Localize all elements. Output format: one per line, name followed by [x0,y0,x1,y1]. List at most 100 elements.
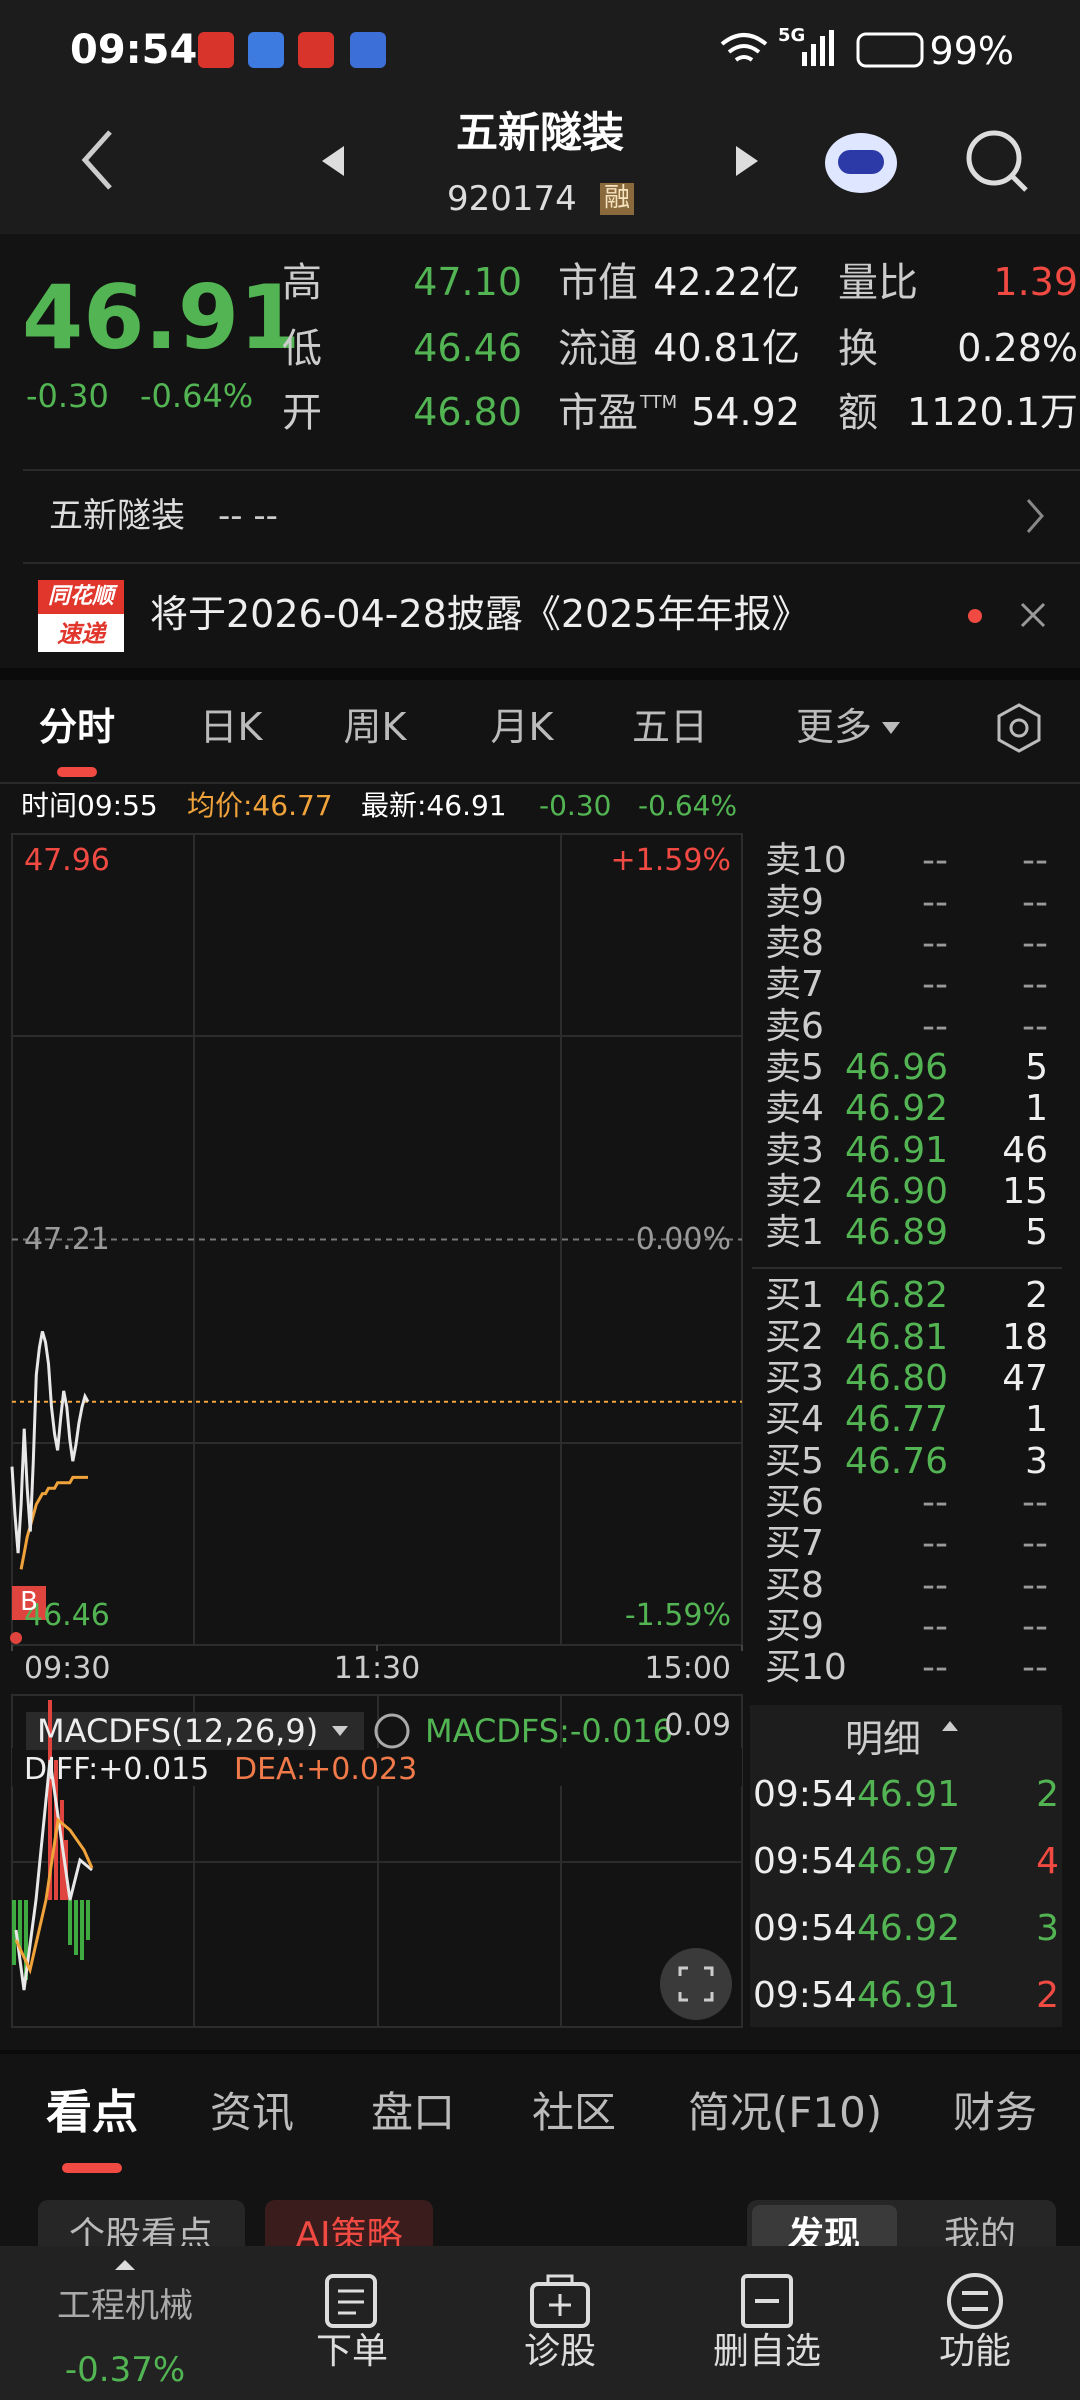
bottom-nav [0,2246,1080,2400]
book-label: 卖7 [765,964,824,1006]
y-tick-label: 47.96 [24,843,110,878]
trade-time: 09:54 [753,1841,857,1883]
info-change: -0.30 [539,789,612,823]
book-volume: 1 [1025,1088,1048,1130]
pct-tick-label: 0.00% [635,1221,731,1257]
book-price: 46.91 [844,1129,948,1171]
stat-value: 54.92 [691,390,800,435]
chart-tab[interactable]: 更多 [795,705,873,750]
info-pct: -0.64% [638,789,738,823]
stat-label: 市值 [558,260,638,306]
nav-item[interactable]: 功能 [938,2331,1012,2373]
settings-icon[interactable] [997,703,1041,753]
trade-price: 46.92 [857,1908,961,1950]
signal-icon [820,36,825,66]
search-icon[interactable] [966,130,1022,186]
book-price: 46.90 [844,1170,948,1212]
content-tab[interactable]: 财务 [952,2087,1038,2137]
trade-price: 46.91 [857,1975,961,2017]
order-icon-lines [338,2289,364,2315]
wifi-icon [720,33,768,62]
diagnose-icon[interactable] [530,2282,590,2328]
macd-dea: DEA:+0.023 [234,1752,418,1787]
signal-icon [811,44,816,66]
help-icon[interactable] [374,1713,410,1749]
next-stock[interactable] [736,146,758,176]
notice-logo-top: 同花顺 [47,583,115,609]
notice-text[interactable]: 将于2026-04-28披露《2025年年报》 [150,592,810,637]
nav-item[interactable]: 下单 [315,2331,389,2373]
back-button[interactable] [81,130,112,190]
info-latest: 最新:46.91 [361,789,507,823]
order-icon[interactable] [325,2274,377,2328]
book-price: 46.76 [844,1440,948,1482]
unread-dot [968,609,982,623]
signal-icon [829,30,834,66]
book-volume: 1 [1025,1399,1048,1441]
book-price: -- [922,1564,948,1606]
nav-item[interactable]: 删自选 [712,2331,822,2373]
stat-label: 换 [838,326,878,372]
chart-tab[interactable]: 分时 [38,705,116,750]
nav-item[interactable]: 诊股 [523,2331,597,2373]
trade-volume: 2 [1036,1774,1059,1816]
stat-label: 市盈 [558,390,638,436]
book-volume: -- [1022,1481,1048,1523]
chart-tab[interactable]: 日K [199,705,263,750]
menu-icon[interactable] [947,2273,1003,2329]
stat-label-sup: TTM [640,392,678,414]
nav-icons [115,2260,1003,2329]
macd-selector[interactable] [26,1712,364,1750]
signal-icon [802,52,807,66]
last-price: 46.91 [22,266,301,370]
book-volume: -- [1022,1605,1048,1647]
trade-time: 09:54 [753,1774,857,1816]
trades-panel [750,1705,1062,2027]
sort-arrow [942,1721,958,1731]
expand-arrow[interactable] [115,2260,135,2270]
content-tab[interactable]: 盘口 [370,2087,456,2137]
selector-arrow [332,1726,348,1736]
book-price: -- [922,1005,948,1047]
prev-stock[interactable] [322,146,344,176]
content-tab[interactable]: 简况(F10) [687,2087,883,2137]
content-tab[interactable]: 看点 [46,2085,138,2140]
book-price: 46.77 [844,1399,948,1441]
expand-icon [678,1966,714,2002]
status-time: 09:54 [70,27,198,73]
network-type: 5G [778,25,806,47]
book-price: -- [922,1523,948,1565]
stock-name: 五新隧装 [455,107,625,157]
more-arrow [882,722,900,734]
battery-icon [856,32,924,68]
content-tab[interactable]: 社区 [531,2087,617,2137]
book-label: 买2 [765,1316,824,1358]
expand-button[interactable] [660,1948,732,2020]
stat-label: 流通 [558,326,638,372]
section-gap [0,668,1080,680]
margin-badge: 融 [600,183,635,215]
price-line [10,1330,90,1554]
chart-tab[interactable]: 月K [490,705,554,750]
book-label: 卖8 [765,923,824,964]
trade-volume: 3 [1036,1908,1059,1950]
app-icon [298,32,334,68]
trades-title[interactable]: 明细 [844,1717,922,1762]
macd-name[interactable]: MACDFS(12,26,9) [37,1711,319,1750]
sector-name[interactable]: 工程机械 [57,2285,193,2326]
stat-label: 额 [838,390,878,436]
chart-tab[interactable]: 五日 [631,705,709,750]
content-tab[interactable]: 资讯 [209,2087,295,2137]
remove-icon[interactable] [741,2274,793,2328]
close-button[interactable] [1020,602,1046,628]
banner-name[interactable]: 五新隧装 [49,495,185,536]
app-icon [198,32,234,68]
book-label: 卖1 [765,1212,824,1254]
chart-tab[interactable]: 周K [343,705,407,750]
x-tick-label: 09:30 [24,1651,111,1686]
book-price: 46.96 [844,1046,948,1088]
battery-level: 99% [929,29,1014,74]
book-label: 卖9 [765,881,824,923]
chevron[interactable] [1026,499,1044,533]
